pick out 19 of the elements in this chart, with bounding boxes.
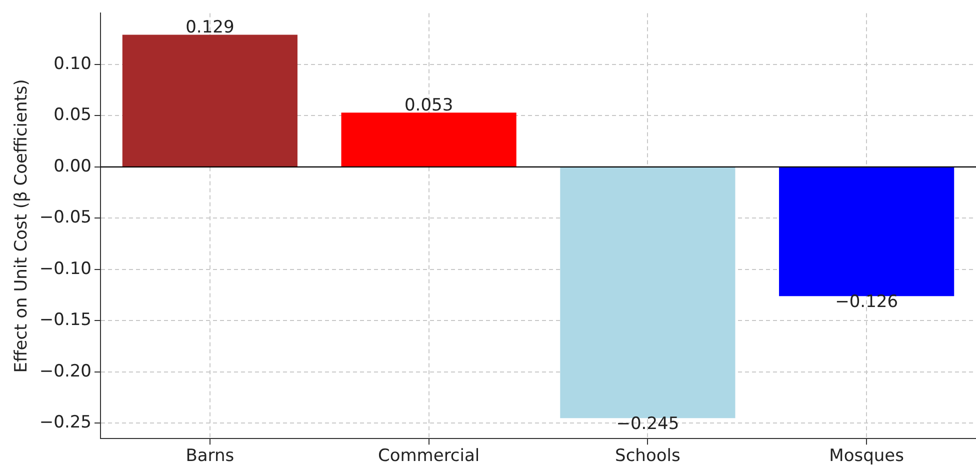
- y-tick-label: −0.05: [39, 208, 92, 228]
- data-label: 0.053: [404, 96, 454, 116]
- y-tick-label: −0.10: [39, 258, 92, 279]
- y-tick-label: 0.00: [54, 156, 92, 176]
- bar: [341, 112, 516, 166]
- data-label: 0.129: [186, 18, 234, 38]
- bar: [122, 34, 298, 166]
- x-tick-label: Barns: [186, 446, 234, 466]
- y-tick-label: 0.10: [54, 54, 92, 74]
- data-label: −0.245: [616, 414, 680, 434]
- x-tick-label: Schools: [615, 446, 680, 466]
- x-tick-label: Commercial: [378, 446, 480, 466]
- y-tick-label: −0.25: [39, 412, 92, 433]
- data-label: −0.126: [835, 292, 898, 312]
- x-tick-label: Mosques: [829, 446, 904, 466]
- y-tick-label: 0.05: [54, 105, 92, 126]
- y-tick-label: −0.20: [39, 361, 92, 382]
- y-tick-label: −0.15: [39, 310, 92, 330]
- y-axis-title: Effect on Unit Cost (β Coefficients): [12, 79, 32, 373]
